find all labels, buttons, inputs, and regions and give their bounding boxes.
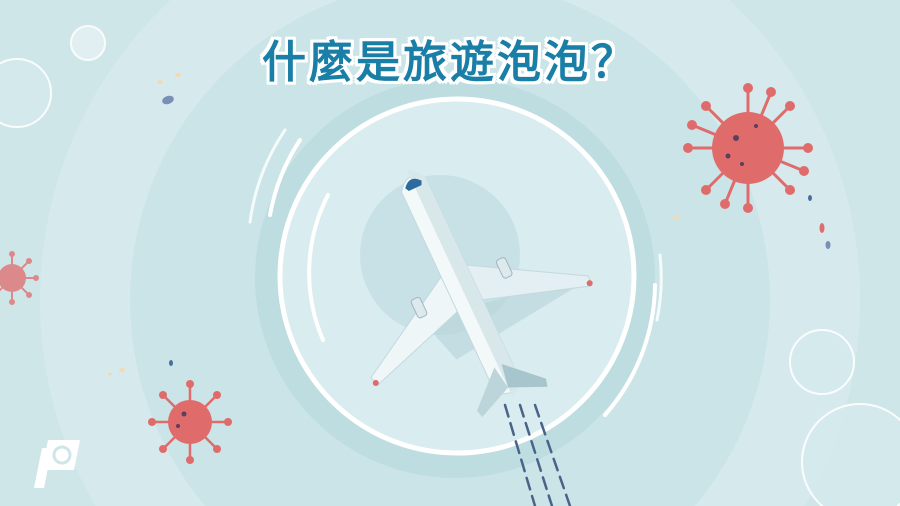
virus-icon: [148, 380, 232, 464]
virus-icon: [683, 83, 813, 213]
page-title: 什麼是旅遊泡泡？: [262, 37, 638, 88]
publisher-logo-icon: [34, 440, 80, 488]
confetti: [108, 73, 831, 376]
virus-icon: [0, 251, 39, 305]
small-bubble: [70, 25, 106, 61]
small-bubble: [789, 329, 855, 395]
small-bubble: [801, 403, 900, 506]
contrail: [503, 403, 572, 506]
airplane-icon: [370, 169, 593, 418]
small-bubble: [0, 58, 52, 128]
